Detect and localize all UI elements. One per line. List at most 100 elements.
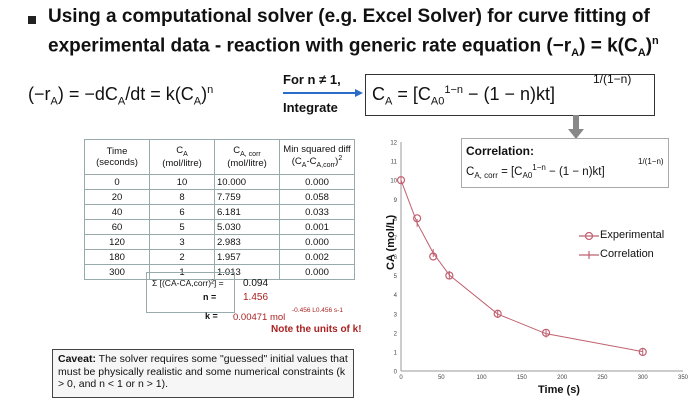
experimental-point (638, 347, 647, 357)
caveat-label: Caveat: (58, 353, 96, 365)
x-tick-label: 150 (517, 375, 528, 381)
correlation-series-line (400, 179, 643, 353)
x-tick-label: 200 (557, 375, 568, 381)
table-row: 40 6 6.181 0.033 (84, 204, 355, 220)
k-label: k = (205, 311, 218, 321)
cell: 0.001 (279, 219, 355, 235)
y-tick-label: 1 (394, 350, 398, 356)
arrow-right-icon (283, 89, 363, 97)
y-axis-label: CA (mol/L) (385, 214, 397, 270)
table-row: 20 8 7.759 0.058 (84, 189, 355, 205)
cell: 40 (84, 204, 150, 220)
k-value: 0.00471 mol (233, 312, 286, 323)
y-tick-label: 0 (394, 370, 398, 376)
cell: 0.033 (279, 204, 355, 220)
cell: 10.000 (214, 174, 280, 190)
cell: 0.058 (279, 189, 355, 205)
integrated-equation-exponent: 1/(1−n) (593, 72, 632, 86)
legend-experimental: Experimental (600, 229, 665, 241)
caveat-text: The solver requires some "guessed" initi… (58, 353, 348, 390)
y-tick-label: 8 (394, 217, 398, 223)
x-tick-label: 100 (477, 375, 488, 381)
correlation-equation: CA, corr = [CA01−n − (1 − n)kt] (466, 163, 605, 181)
table-row: 60 5 5.030 0.001 (84, 219, 355, 235)
y-tick-label: 11 (391, 160, 398, 166)
header-time: Time (seconds) (84, 139, 150, 175)
experimental-point (396, 176, 406, 185)
sum-squared-value: 0.094 (243, 278, 269, 289)
header-ca-corr: CA, corr (mol/litre) (214, 139, 280, 175)
cell: 10 (149, 174, 215, 190)
cell: 0.000 (279, 174, 355, 190)
header-ca: CA (mol/litre) (149, 139, 215, 175)
bullet-icon (28, 16, 36, 24)
experimental-point (413, 214, 422, 223)
experimental-point (541, 328, 551, 337)
header-min-sq-diff: Min squared diff (CA-CA,corr)2 (279, 139, 355, 175)
cell: 8 (149, 189, 215, 205)
cell: 5 (149, 219, 215, 235)
n-value: 1.456 (243, 292, 269, 303)
cell: 0.002 (279, 249, 355, 265)
y-tick-label: 5 (394, 274, 398, 280)
cell: 0 (84, 174, 150, 190)
table-row: 180 2 1.957 0.002 (84, 249, 355, 265)
cell: 5.030 (214, 219, 280, 235)
correlation-exponent: 1/(1−n) (638, 157, 664, 166)
integrated-equation: CA = [CA01−n − (1 − n)kt] (372, 84, 556, 108)
y-tick-label: 10 (390, 179, 397, 185)
cell: 60 (84, 219, 150, 235)
table-row: 120 3 2.983 0.000 (84, 234, 355, 250)
title-line-2: experimental data - reaction with generi… (48, 35, 659, 60)
x-tick-label: 50 (438, 375, 445, 381)
correlation-box (461, 138, 669, 188)
x-tick-label: 250 (597, 375, 608, 381)
y-tick-label: 7 (394, 236, 398, 242)
cell: 20 (84, 189, 150, 205)
cell: 120 (84, 234, 150, 250)
cell: 180 (84, 249, 150, 265)
caveat-box: Caveat: The solver requires some "guesse… (52, 349, 354, 398)
arrow-down-icon (568, 115, 584, 139)
experimental-point (445, 271, 454, 280)
y-tick-label: 2 (394, 331, 398, 337)
y-tick-label: 3 (394, 312, 398, 318)
cell: 6.181 (214, 204, 280, 220)
legend-markers (579, 231, 599, 259)
x-tick-label: 300 (638, 375, 649, 381)
integrated-equation-box (365, 74, 655, 116)
cell: 0.000 (279, 234, 355, 250)
x-tick-label: 350 (678, 375, 689, 381)
experimental-point (493, 309, 502, 318)
cell: 0.000 (279, 264, 355, 280)
title-line-1: Using a computational solver (e.g. Excel… (48, 6, 650, 27)
solver-results-box (146, 272, 235, 313)
cell: 2 (149, 249, 215, 265)
cell: 2.983 (214, 234, 280, 250)
condition-label: For n ≠ 1, (283, 72, 341, 87)
experimental-point (429, 252, 438, 261)
rate-equation: (−rA) = −dCA/dt = k(CA)n (28, 84, 214, 108)
cell: 6 (149, 204, 215, 220)
cell: 3 (149, 234, 215, 250)
data-table: Time (seconds) CA (mol/litre) CA, corr (mol… (84, 139, 355, 280)
table-row: 0 10 10.000 0.000 (84, 174, 355, 190)
x-axis-label: Time (s) (538, 384, 580, 396)
cell: 300 (84, 264, 150, 280)
integrate-label: Integrate (283, 100, 338, 115)
cell: 7.759 (214, 189, 280, 205)
y-tick-label: 6 (394, 255, 398, 261)
y-tick-label: 12 (390, 141, 397, 147)
table-header-row: Time (seconds) CA (mol/litre) CA, corr (mol… (84, 139, 355, 175)
n-label: n = (203, 292, 217, 302)
correlation-title: Correlation: (466, 144, 535, 158)
cell: 1.957 (214, 249, 280, 265)
units-note: Note the units of k! (271, 324, 362, 335)
legend-correlation: Correlation (600, 248, 654, 260)
y-tick-label: 4 (394, 293, 398, 299)
x-tick-label: 0 (399, 375, 403, 381)
k-units: -0.456 L0.456 s-1 (292, 307, 343, 314)
y-tick-label: 9 (394, 198, 398, 204)
sum-squared-label: Σ [(CA-CA,corr)²] = (152, 278, 224, 288)
